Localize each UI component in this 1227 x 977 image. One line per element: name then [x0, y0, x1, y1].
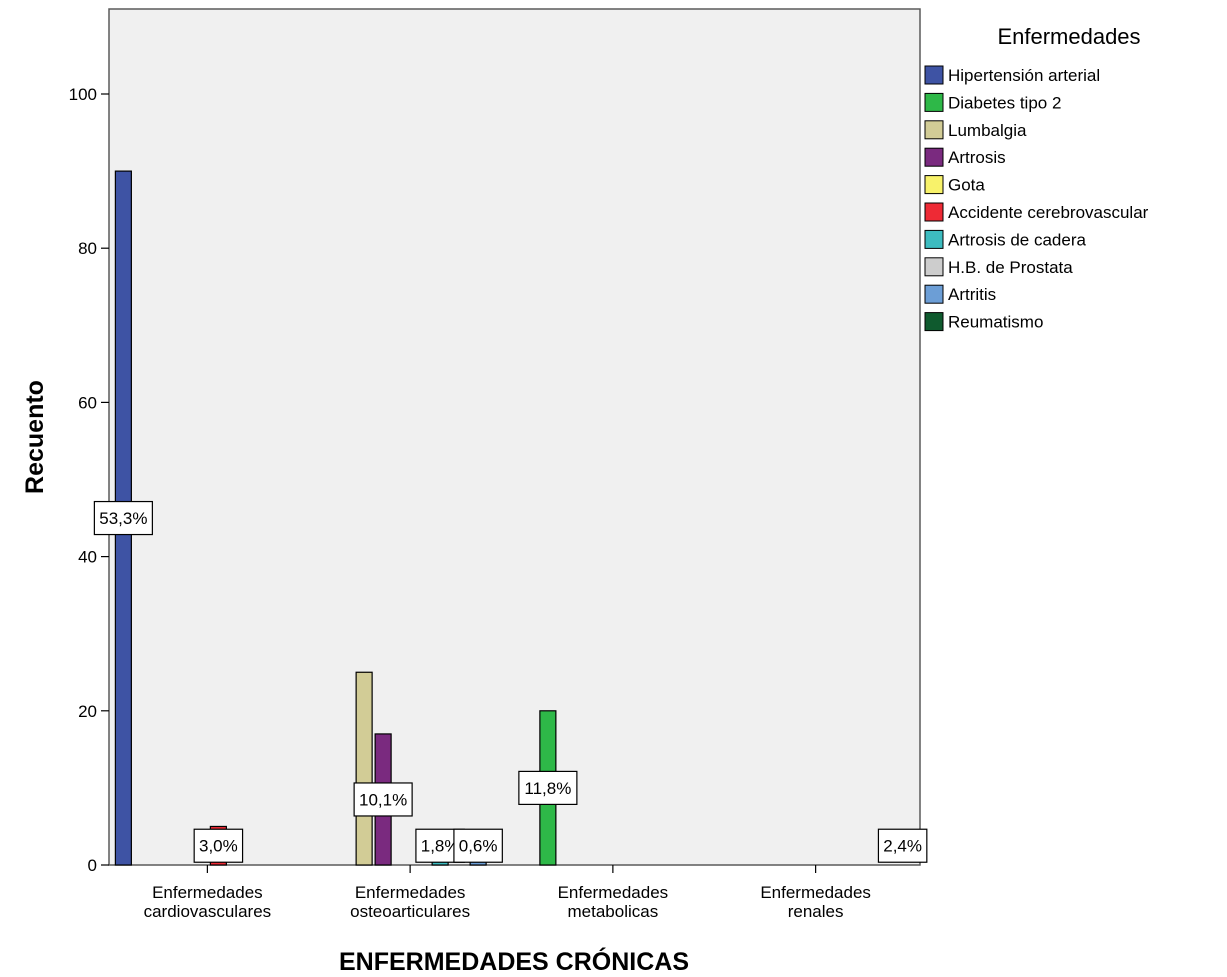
y-tick-label: 80: [78, 239, 97, 258]
data-label: 3,0%: [199, 837, 238, 856]
data-label-box: [877, 828, 928, 863]
legend-item-artrosis: Artrosis: [948, 148, 1006, 167]
legend-item-reumatismo: Reumatismo: [948, 313, 1043, 332]
legend-title: Enfermedades: [997, 24, 1140, 49]
plot-area: [108, 8, 921, 866]
data-label: 0,6%: [459, 837, 498, 856]
x-tick-label: Enfermedades cardiovasculares: [144, 883, 272, 921]
x-tick-label: Enfermedades osteoarticulares: [350, 883, 470, 921]
x-axis-title: ENFERMEDADES CRÓNICAS: [339, 946, 689, 976]
x-axis: Enfermedades cardiovasculares Enfermedades…: [144, 865, 871, 921]
legend-item-artritis: Artritis: [948, 285, 996, 304]
legend-item-h-b-de-prostata: H.B. de Prostata: [948, 258, 1073, 277]
legend-swatch-reumatismo: [924, 312, 944, 332]
legend-swatch-accidente-cerebrovascular: [924, 202, 944, 222]
y-tick-label: 0: [88, 856, 97, 875]
legend-item-diabetes-tipo-2: Diabetes tipo 2: [948, 93, 1061, 112]
legend-swatch-artrosis-de-cadera: [924, 229, 944, 249]
bar-lumbalgia-cat-1: [355, 671, 373, 866]
data-label-box: [453, 828, 503, 863]
legend-swatch-artritis: [924, 284, 944, 304]
legend-item-artrosis-de-cadera: Artrosis de cadera: [948, 230, 1086, 249]
legend-item-gota: Gota: [948, 176, 985, 195]
y-axis: 0 20 40 60 80 100: [69, 85, 109, 875]
y-axis-title: Recuento: [21, 380, 49, 494]
x-tick-label: Enfermedades renales: [760, 883, 871, 921]
y-tick-label: 100: [69, 85, 97, 104]
legend-swatch-gota: [924, 175, 944, 195]
legend-item-hipertension-arterial: Hipertensión arterial: [948, 66, 1100, 85]
data-labels: 53,3% 3,0% 10,1% 1,8% 0,6% 11,8% 2,4%: [93, 500, 928, 863]
data-label: 10,1%: [359, 790, 407, 809]
legend-item-accidente-cerebrovascular: Accidente cerebrovascular: [948, 203, 1149, 222]
data-label-box: [518, 770, 578, 806]
y-tick-label: 60: [78, 393, 97, 412]
data-label: 2,4%: [883, 837, 922, 856]
data-label-box: [353, 782, 413, 817]
legend: Enfermedades Hipertensión arterial Diabet…: [924, 24, 1149, 332]
legend-swatch-artrosis: [924, 147, 944, 167]
legend-swatch-h-b-de-prostata: [924, 257, 944, 277]
data-label: 53,3%: [99, 509, 147, 528]
legend-swatch-diabetes-tipo-2: [924, 92, 944, 112]
y-tick-label: 20: [78, 702, 97, 721]
y-tick-label: 40: [78, 548, 97, 567]
legend-swatch-hipertension-arterial: [924, 65, 944, 85]
legend-swatch-lumbalgia: [924, 120, 944, 140]
data-label-box: [93, 500, 153, 536]
data-label: 1,8%: [421, 837, 460, 856]
data-label-box: [193, 828, 244, 863]
legend-item-lumbalgia: Lumbalgia: [948, 121, 1027, 140]
data-label: 11,8%: [524, 779, 571, 798]
x-tick-label: Enfermedades metabolicas: [558, 883, 669, 921]
